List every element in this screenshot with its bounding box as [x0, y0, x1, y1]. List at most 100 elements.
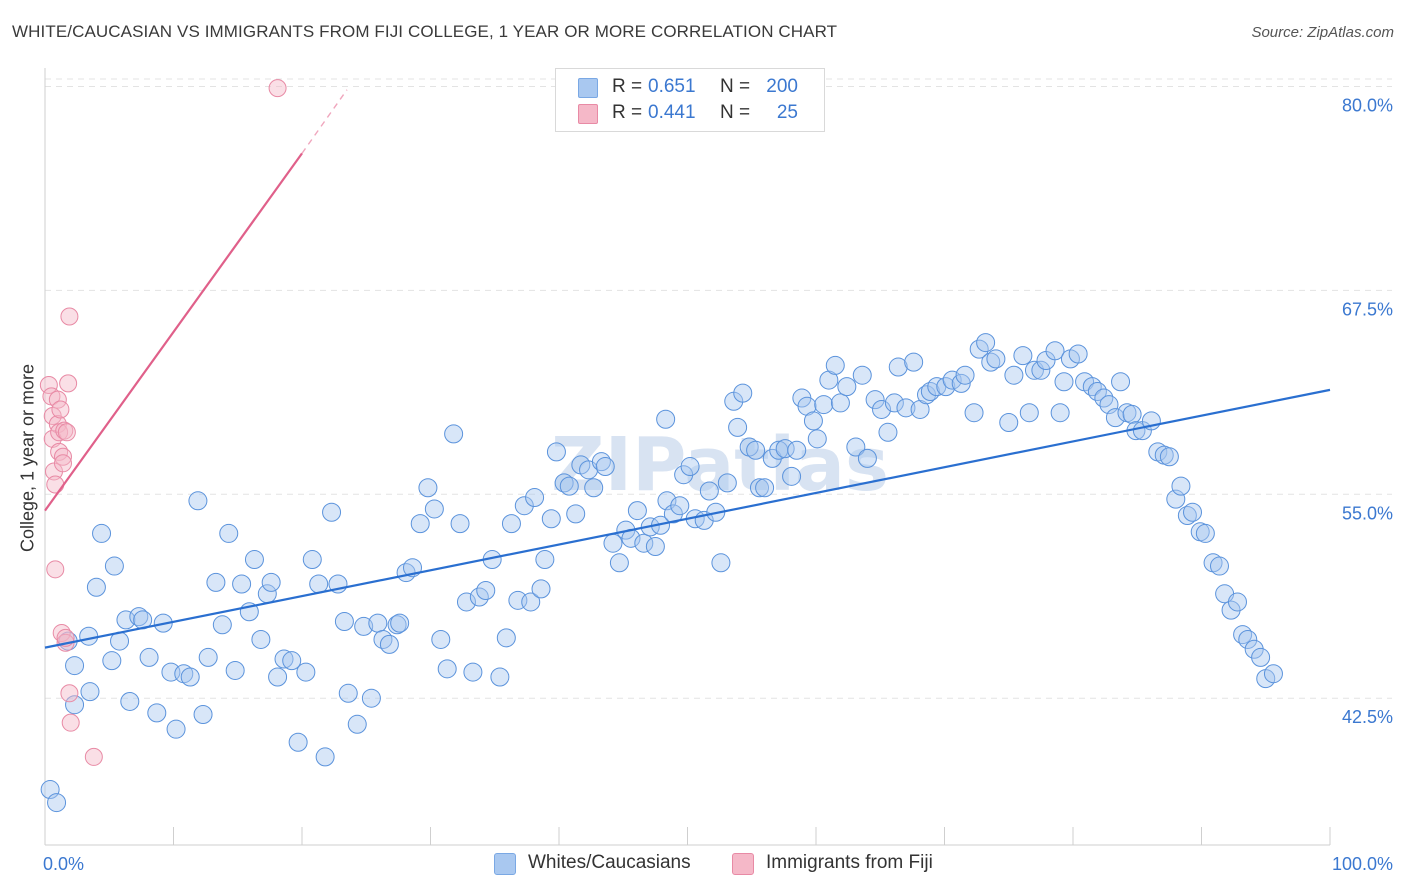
fiji-point [53, 447, 72, 466]
fiji-point [39, 375, 58, 394]
white-point [1263, 664, 1283, 684]
white-point [354, 616, 374, 636]
white-point [554, 473, 574, 493]
white-point [888, 357, 908, 377]
white-point [315, 747, 335, 767]
white-point [116, 610, 136, 630]
white-point [541, 509, 561, 529]
x-tick-label: 100.0% [1332, 854, 1393, 874]
white-point [309, 574, 329, 594]
fiji-point [46, 475, 65, 494]
white-point [857, 448, 877, 468]
white-point [1004, 365, 1024, 385]
white-point [535, 550, 555, 570]
correlation-legend: R = 0.651 N = 200 R = 0.441 N = 25 [555, 68, 825, 132]
white-point [390, 613, 410, 633]
bottom-legend-swatch-whites [494, 853, 516, 875]
white-point [490, 667, 510, 687]
white-point [846, 437, 866, 457]
legend-n-label: N = [720, 102, 751, 123]
white-point [80, 682, 100, 702]
white-point [670, 496, 690, 516]
fiji-point [60, 684, 79, 703]
trend-line-fiji-extension [301, 89, 348, 154]
white-point [830, 393, 850, 413]
white-point [166, 719, 186, 739]
white-point [609, 553, 629, 573]
white-point [728, 417, 748, 437]
white-point [1054, 372, 1074, 392]
white-point [884, 393, 904, 413]
white-point [65, 656, 85, 676]
white-point [347, 714, 367, 734]
white-point [104, 556, 124, 576]
white-point [981, 352, 1001, 372]
white-point [521, 592, 541, 612]
white-point [803, 411, 823, 431]
white-point [865, 390, 885, 410]
white-point [645, 536, 665, 556]
white-point [424, 499, 444, 519]
white-point [282, 651, 302, 671]
white-point [514, 496, 534, 516]
white-point [274, 649, 294, 669]
white-point [1094, 388, 1114, 408]
legend-r-label: R = [612, 76, 643, 97]
white-point [92, 523, 112, 543]
fiji-point [51, 400, 70, 419]
white-point [476, 581, 496, 601]
white-point [225, 660, 245, 680]
white-point [463, 662, 483, 682]
bottom-legend-label-fiji: Immigrants from Fiji [766, 852, 933, 873]
y-tick-label: 80.0% [1342, 95, 1393, 115]
white-point [120, 691, 140, 711]
white-point [147, 703, 167, 723]
white-point [837, 377, 857, 397]
white-point [444, 424, 464, 444]
legend-n-value: 200 [766, 76, 798, 97]
white-point [379, 634, 399, 654]
white-point [65, 695, 85, 715]
white-point [531, 579, 551, 599]
white-point [450, 514, 470, 534]
white-point [79, 626, 99, 646]
white-point [437, 659, 457, 679]
white-point [920, 382, 940, 402]
fiji-point [84, 747, 103, 766]
legend-n-label: N = [720, 76, 751, 97]
fiji-point [55, 421, 74, 440]
white-point [212, 615, 232, 635]
white-point [825, 355, 845, 375]
white-point [878, 422, 898, 442]
white-point [198, 647, 218, 667]
white-point [986, 349, 1006, 369]
white-point [711, 553, 731, 573]
white-point [268, 667, 288, 687]
white-point [288, 732, 308, 752]
white-point [1050, 403, 1070, 423]
white-point [1171, 476, 1191, 496]
white-point [102, 651, 122, 671]
white-point [1209, 556, 1229, 576]
white-point [219, 523, 239, 543]
white-point [1068, 344, 1088, 364]
white-point [373, 629, 393, 649]
white-point [431, 629, 451, 649]
bottom-legend-swatch-fiji [732, 853, 754, 875]
white-point [251, 629, 271, 649]
y-tick-label: 42.5% [1342, 707, 1393, 727]
white-point [180, 667, 200, 687]
legend-r-value: 0.651 [648, 76, 696, 97]
trend-line-fiji [44, 152, 303, 512]
white-point [1031, 360, 1051, 380]
white-point [368, 613, 388, 633]
fiji-point [60, 307, 79, 326]
legend-swatch-fiji [578, 104, 598, 124]
white-point [139, 647, 159, 667]
white-point [634, 533, 654, 553]
white-point [814, 395, 834, 415]
white-point [717, 473, 737, 493]
white-point [338, 683, 358, 703]
white-point [1177, 505, 1197, 525]
white-point [955, 365, 975, 385]
